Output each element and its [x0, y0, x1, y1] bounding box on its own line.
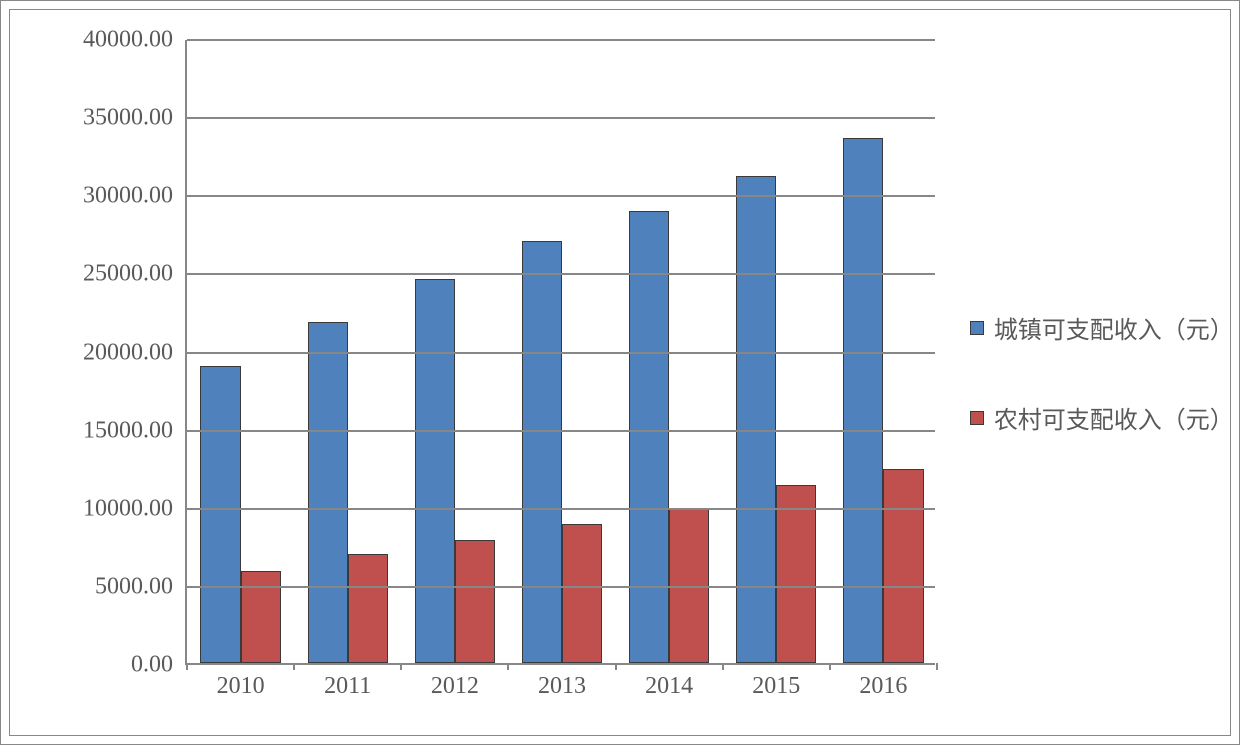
y-axis-label: 15000.00 — [83, 417, 187, 444]
y-axis-label: 30000.00 — [83, 183, 187, 210]
x-axis-label: 2011 — [324, 663, 371, 700]
y-axis-label: 0.00 — [131, 652, 187, 679]
x-tick — [829, 663, 831, 670]
bar — [415, 279, 455, 663]
x-axis-label: 2014 — [645, 663, 693, 700]
gridline — [187, 39, 935, 41]
plot-area: 0.005000.0010000.0015000.0020000.0025000… — [185, 40, 935, 665]
y-axis-label: 40000.00 — [83, 27, 187, 54]
x-tick — [722, 663, 724, 670]
legend: 城镇可支配收入（元） 农村可支配收入（元） — [970, 310, 1230, 490]
legend-item: 农村可支配收入（元） — [970, 400, 1230, 435]
x-axis-label: 2013 — [538, 663, 586, 700]
legend-item: 城镇可支配收入（元） — [970, 310, 1230, 345]
x-tick — [400, 663, 402, 670]
gridline — [187, 508, 935, 510]
gridline — [187, 195, 935, 197]
x-axis-label: 2012 — [431, 663, 479, 700]
y-axis-label: 10000.00 — [83, 495, 187, 522]
plot-wrapper: 0.005000.0010000.0015000.0020000.0025000… — [185, 40, 935, 665]
y-axis-label: 20000.00 — [83, 339, 187, 366]
x-tick — [186, 663, 188, 670]
bar — [241, 571, 281, 663]
gridline — [187, 273, 935, 275]
gridline — [187, 586, 935, 588]
bar — [562, 524, 602, 663]
x-axis-label: 2015 — [752, 663, 800, 700]
bar — [522, 241, 562, 663]
gridline — [187, 430, 935, 432]
gridline — [187, 117, 935, 119]
bar — [348, 554, 388, 663]
y-axis-label: 35000.00 — [83, 105, 187, 132]
legend-swatch — [970, 411, 984, 425]
bar — [455, 540, 495, 663]
x-tick — [507, 663, 509, 670]
bar — [776, 485, 816, 663]
bar — [883, 469, 923, 663]
x-tick — [615, 663, 617, 670]
gridline — [187, 352, 935, 354]
legend-label: 农村可支配收入（元） — [994, 400, 1230, 435]
bar — [843, 138, 883, 663]
chart-outer-border: 0.00 5000.00 10000.00 15000.00 20000.00 25000… — [0, 0, 1240, 745]
x-axis-label: 2016 — [859, 663, 907, 700]
x-tick — [293, 663, 295, 670]
bar — [308, 322, 348, 663]
y-axis-label: 5000.00 — [95, 573, 187, 600]
bar — [736, 176, 776, 664]
bar — [629, 211, 669, 663]
x-tick — [936, 663, 938, 670]
y-axis-label: 25000.00 — [83, 261, 187, 288]
bar — [200, 366, 240, 663]
legend-label: 城镇可支配收入（元） — [994, 310, 1230, 345]
x-axis-label: 2010 — [217, 663, 265, 700]
legend-swatch — [970, 321, 984, 335]
chart-inner-border: 0.00 5000.00 10000.00 15000.00 20000.00 25000… — [9, 9, 1231, 736]
